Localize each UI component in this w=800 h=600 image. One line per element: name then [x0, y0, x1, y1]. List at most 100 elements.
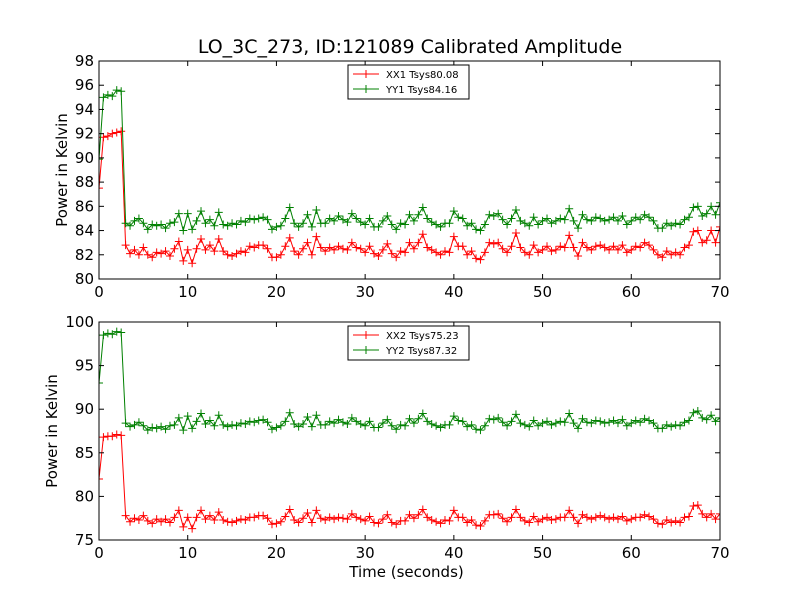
- data-point: [179, 522, 188, 531]
- data-point: [631, 242, 640, 251]
- data-point: [259, 241, 268, 250]
- data-point: [228, 251, 237, 260]
- data-point: [560, 418, 569, 427]
- data-point: [316, 514, 325, 523]
- data-point: [338, 244, 347, 253]
- data-point: [569, 243, 578, 252]
- data-point: [356, 420, 365, 429]
- data-point: [276, 517, 285, 526]
- data-point: [427, 515, 436, 524]
- data-point: [489, 239, 498, 248]
- data-point: [409, 216, 418, 225]
- data-point: [538, 216, 547, 225]
- data-point: [662, 420, 671, 429]
- data-point: [392, 520, 401, 529]
- y-tick-label: 84: [75, 222, 94, 240]
- data-point: [622, 220, 631, 229]
- data-point: [529, 241, 538, 250]
- data-point: [307, 222, 316, 231]
- data-point: [352, 513, 361, 522]
- data-point: [236, 247, 245, 256]
- data-point: [414, 414, 423, 423]
- data-point: [139, 219, 148, 228]
- data-point: [432, 421, 441, 430]
- data-point: [148, 220, 157, 229]
- data-point: [711, 417, 720, 426]
- data-point: [547, 247, 556, 256]
- data-point: [192, 244, 201, 253]
- data-point: [587, 515, 596, 524]
- data-point: [228, 420, 237, 429]
- data-point: [627, 216, 636, 225]
- legend-box: [347, 325, 470, 361]
- data-point: [578, 210, 587, 219]
- data-point: [343, 218, 352, 227]
- data-point: [112, 128, 121, 137]
- data-point: [188, 524, 197, 533]
- data-point: [108, 92, 117, 101]
- data-point: [383, 212, 392, 221]
- data-point: [108, 432, 117, 441]
- data-point: [503, 517, 512, 526]
- y-tick-label: 96: [75, 76, 94, 94]
- data-point: [693, 406, 702, 415]
- data-point: [321, 219, 330, 228]
- data-point: [556, 214, 565, 223]
- data-point: [99, 474, 103, 483]
- data-point: [667, 250, 676, 259]
- data-point: [680, 215, 689, 224]
- data-point: [285, 233, 294, 242]
- data-point: [600, 513, 609, 522]
- x-tick-label: 40: [444, 544, 463, 562]
- data-point: [511, 205, 520, 214]
- data-point: [702, 236, 711, 245]
- data-point: [183, 209, 192, 218]
- data-point: [622, 421, 631, 430]
- data-point: [520, 248, 529, 257]
- data-point: [259, 511, 268, 520]
- data-point: [449, 232, 458, 241]
- data-point: [352, 417, 361, 426]
- data-point: [423, 417, 432, 426]
- data-point: [414, 238, 423, 247]
- data-point: [241, 248, 250, 257]
- data-point: [325, 513, 334, 522]
- data-point: [241, 218, 250, 227]
- data-point: [658, 224, 667, 233]
- data-point: [121, 419, 130, 428]
- y-axis-label: Power in Kelvin: [43, 374, 61, 488]
- data-point: [401, 248, 410, 257]
- data-point: [130, 245, 139, 254]
- data-point: [525, 221, 534, 230]
- x-tick-label: 40: [444, 283, 463, 301]
- data-point: [325, 417, 334, 426]
- data-point: [290, 420, 299, 429]
- data-point: [516, 243, 525, 252]
- data-point: [716, 413, 720, 422]
- data-point: [498, 418, 507, 427]
- data-point: [547, 515, 556, 524]
- data-point: [613, 419, 622, 428]
- data-point: [294, 518, 303, 527]
- data-point: [543, 513, 552, 522]
- data-point: [401, 516, 410, 525]
- data-point: [569, 216, 578, 225]
- data-point: [370, 518, 379, 527]
- data-point: [370, 249, 379, 258]
- data-point: [711, 210, 720, 219]
- data-point: [157, 517, 166, 526]
- data-point: [418, 409, 427, 418]
- data-point: [161, 515, 170, 524]
- data-point: [232, 516, 241, 525]
- data-point: [622, 516, 631, 525]
- y-tick-label: 90: [75, 400, 94, 418]
- data-point: [338, 215, 347, 224]
- data-point: [636, 243, 645, 252]
- y-axis-label: Power in Kelvin: [53, 113, 71, 227]
- data-point: [290, 247, 299, 256]
- data-point: [117, 87, 126, 96]
- data-point: [449, 412, 458, 421]
- data-point: [334, 415, 343, 424]
- data-point: [649, 515, 658, 524]
- data-point: [609, 213, 618, 222]
